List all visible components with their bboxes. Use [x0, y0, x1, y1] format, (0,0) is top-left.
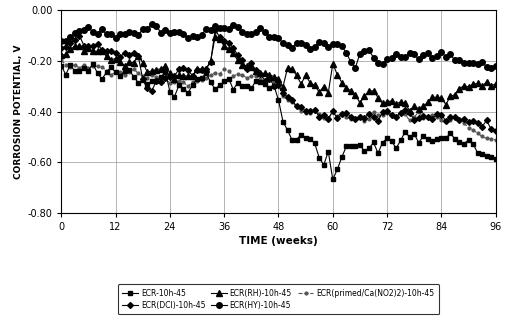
ECR(RH)-10h-45 — [90, 49, 96, 53]
ECR(DCI)-10h-45 — [171, 74, 177, 78]
ECR(HY)-10h-45 — [398, 55, 404, 59]
ECR(HY)-10h-45 — [493, 64, 499, 68]
ECR-10h-45 — [312, 141, 318, 145]
ECR-10h-45 — [402, 130, 408, 133]
Line: ECR(primed/Ca(NO2)2)-10h-45: ECR(primed/Ca(NO2)2)-10h-45 — [60, 59, 497, 141]
ECR(DCI)-10h-45 — [58, 46, 64, 50]
ECR-10h-45 — [493, 157, 499, 161]
ECR(HY)-10h-45 — [488, 66, 494, 70]
ECR(primed/Ca(NO2)2)-10h-45 — [171, 80, 177, 84]
ECR(RH)-10h-45 — [58, 53, 64, 57]
ECR(primed/Ca(NO2)2)-10h-45 — [90, 64, 96, 68]
Line: ECR(DCI)-10h-45: ECR(DCI)-10h-45 — [59, 28, 498, 133]
ECR-10h-45 — [330, 177, 336, 181]
Line: ECR-10h-45: ECR-10h-45 — [59, 61, 498, 182]
ECR(DCI)-10h-45 — [398, 112, 404, 115]
ECR-10h-45 — [176, 83, 182, 87]
ECR(DCI)-10h-45 — [312, 108, 318, 112]
Line: ECR(RH)-10h-45: ECR(RH)-10h-45 — [59, 34, 498, 113]
ECR(DCI)-10h-45 — [90, 44, 96, 48]
ECR(HY)-10h-45 — [149, 22, 155, 26]
X-axis label: TIME (weeks): TIME (weeks) — [239, 236, 318, 246]
ECR(DCI)-10h-45 — [493, 129, 499, 133]
ECR(RH)-10h-45 — [398, 100, 404, 104]
ECR(HY)-10h-45 — [58, 39, 64, 43]
ECR-10h-45 — [58, 64, 64, 68]
ECR-10h-45 — [72, 70, 78, 73]
ECR-10h-45 — [280, 120, 286, 124]
ECR(primed/Ca(NO2)2)-10h-45 — [307, 111, 313, 114]
ECR(RH)-10h-45 — [212, 35, 218, 39]
ECR-10h-45 — [95, 72, 101, 75]
ECR(RH)-10h-45 — [493, 82, 499, 86]
ECR(RH)-10h-45 — [280, 85, 286, 89]
Legend: ECR-10h-45, ECR(DCI)-10h-45, ECR(RH)-10h-45, ECR(HY)-10h-45, ECR(primed/Ca(NO2)2: ECR-10h-45, ECR(DCI)-10h-45, ECR(RH)-10h… — [118, 284, 439, 314]
ECR(RH)-10h-45 — [312, 83, 318, 87]
ECR(HY)-10h-45 — [280, 41, 286, 45]
Y-axis label: CORROSION POTENTIAL, V: CORROSION POTENTIAL, V — [14, 44, 23, 179]
ECR(RH)-10h-45 — [72, 44, 78, 48]
ECR(RH)-10h-45 — [171, 77, 177, 81]
ECR(primed/Ca(NO2)2)-10h-45 — [72, 63, 78, 67]
ECR(HY)-10h-45 — [312, 45, 318, 49]
ECR(primed/Ca(NO2)2)-10h-45 — [393, 115, 399, 119]
ECR(DCI)-10h-45 — [72, 38, 78, 42]
ECR(RH)-10h-45 — [407, 109, 413, 113]
ECR(HY)-10h-45 — [176, 31, 182, 34]
ECR(primed/Ca(NO2)2)-10h-45 — [275, 83, 282, 87]
ECR(primed/Ca(NO2)2)-10h-45 — [58, 58, 64, 62]
ECR(HY)-10h-45 — [90, 31, 96, 34]
ECR(DCI)-10h-45 — [212, 28, 218, 32]
ECR(DCI)-10h-45 — [280, 92, 286, 95]
ECR(HY)-10h-45 — [72, 31, 78, 35]
Line: ECR(HY)-10h-45: ECR(HY)-10h-45 — [59, 21, 498, 71]
ECR(primed/Ca(NO2)2)-10h-45 — [493, 138, 499, 142]
ECR-10h-45 — [90, 62, 96, 66]
